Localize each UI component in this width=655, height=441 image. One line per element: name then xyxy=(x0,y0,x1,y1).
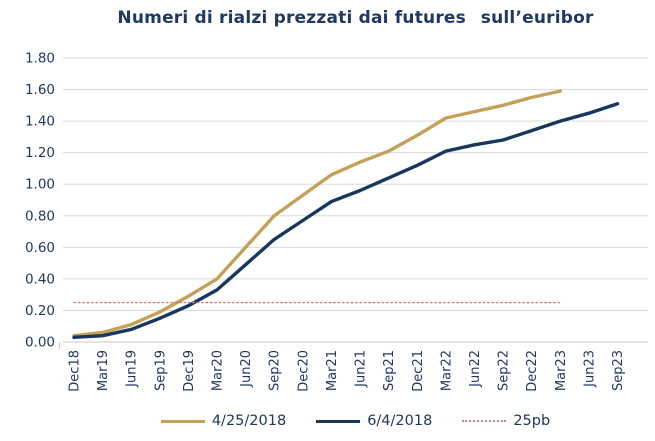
x-tick-label: Mar20 xyxy=(211,350,226,391)
x-tick-label: Dec18 xyxy=(68,350,83,392)
y-tick-label: 1.60 xyxy=(25,82,55,98)
legend-label-25pb: 25pb xyxy=(513,413,551,429)
x-tick-label: Sep20 xyxy=(268,350,283,391)
legend-item-25pb: 25pb xyxy=(462,413,550,429)
y-tick-label: 0.60 xyxy=(25,240,55,256)
x-tick-label: Jun22 xyxy=(468,350,483,388)
y-tick-label: 1.40 xyxy=(25,114,55,130)
legend-line-sample-navy xyxy=(316,419,361,423)
series-line-4-25-2018 xyxy=(72,89,562,338)
x-tick-label: Mar22 xyxy=(439,350,454,391)
x-tick-label: Jun20 xyxy=(239,350,254,388)
x-tick-label: Dec22 xyxy=(525,350,540,392)
x-tick-label: Dec19 xyxy=(182,350,197,392)
y-tick-label: 0.20 xyxy=(25,303,55,319)
y-tick-label: 0.00 xyxy=(25,335,55,351)
y-tick-label: 1.00 xyxy=(25,177,55,193)
chart-canvas: 0.00 0.20 0.40 0.60 0.80 1.00 1.20 1.40 1.60 1.80… xyxy=(25,51,648,392)
legend: 4/25/2018 6/4/2018 25pb xyxy=(63,404,648,438)
legend-label-4-25-2018: 4/25/2018 xyxy=(211,413,287,429)
x-tick-label: Jun21 xyxy=(354,350,369,388)
x-tick-label: Sep19 xyxy=(153,350,168,391)
legend-label-6-4-2018: 6/4/2018 xyxy=(367,413,433,429)
x-tick-label: Sep23 xyxy=(611,350,626,391)
chart-title: Numeri di rialzi prezzati dai futures su… xyxy=(117,8,594,28)
legend-item-6-4-2018: 6/4/2018 xyxy=(316,413,432,429)
y-tick-label: 0.80 xyxy=(25,208,55,224)
y-tick-label: 1.80 xyxy=(25,51,55,67)
x-tick-label: Jun19 xyxy=(125,350,140,388)
legend-line-sample-dotted xyxy=(462,420,507,422)
x-tick-label: Sep21 xyxy=(382,350,397,391)
x-tick-label: Dec21 xyxy=(411,350,426,392)
series-line-6-4-2018 xyxy=(72,102,620,339)
y-tick-label: 0.40 xyxy=(25,271,55,287)
x-tick-label: Sep22 xyxy=(497,350,512,391)
x-tick-label: Jun23 xyxy=(582,350,597,388)
x-tick-label: Dec20 xyxy=(296,350,311,392)
y-tick-label: 1.20 xyxy=(25,145,55,161)
x-tick-label: Mar19 xyxy=(96,350,111,391)
x-tick-label: Mar21 xyxy=(325,350,340,391)
legend-item-4-25-2018: 4/25/2018 xyxy=(160,413,287,429)
x-tick-label: Mar23 xyxy=(554,350,569,391)
legend-line-sample-gold xyxy=(160,419,205,423)
